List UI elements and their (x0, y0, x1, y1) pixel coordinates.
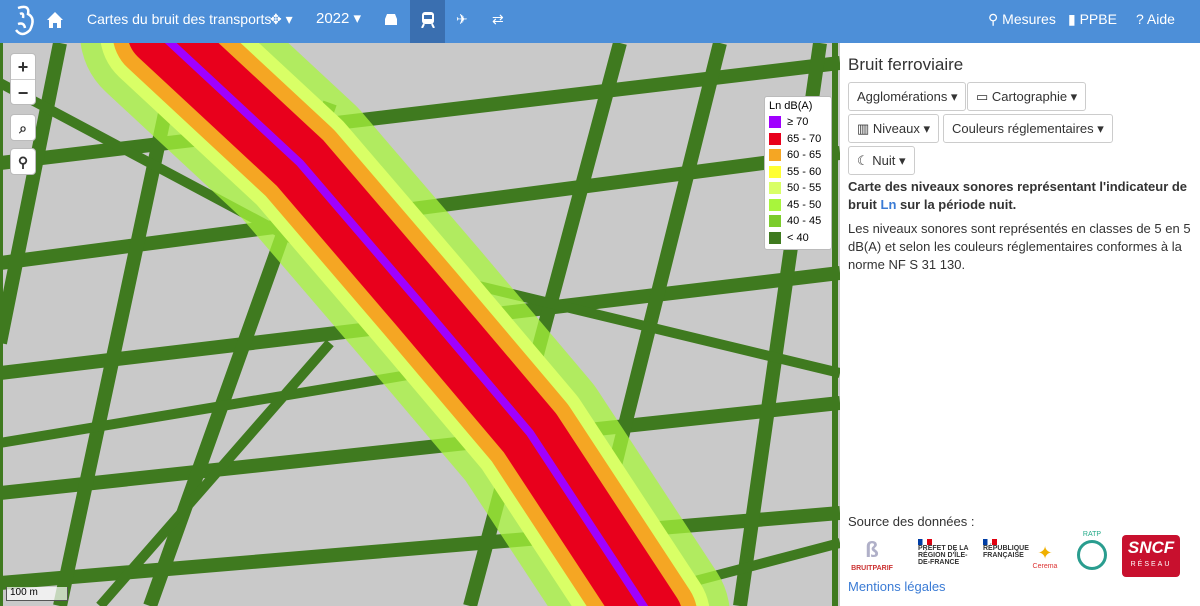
logo-mark: ✦ (1037, 543, 1053, 563)
legend-item: 50 - 55 (769, 180, 827, 197)
lead-text: Carte des niveaux sonores représentant l… (848, 178, 1196, 214)
legend-swatch (769, 165, 781, 178)
nav-title[interactable]: Cartes du bruit des transports (87, 11, 272, 27)
nav-link-text: PPBE (1079, 11, 1117, 27)
legend-item: 45 - 50 (769, 197, 827, 214)
multi-icon[interactable]: ⇄ (492, 11, 504, 27)
dropdown[interactable]: ▥ Niveaux ▾ (848, 114, 940, 143)
navbar: Cartes du bruit des transports ✥ ▾ 2022 … (0, 0, 1200, 43)
air-icon[interactable]: ✈ (456, 11, 468, 27)
legend-swatch (769, 182, 781, 195)
button-text: Nuit (872, 153, 896, 168)
nav-link[interactable]: ? Aide (1136, 11, 1175, 27)
legend-item: 65 - 70 (769, 131, 827, 148)
button-text: Agglomérations (857, 89, 948, 104)
legend-item: 60 - 65 (769, 147, 827, 164)
legend-swatch (769, 132, 781, 145)
legend-swatch (769, 231, 781, 244)
logo-bruitparif[interactable]: ß BRUITPARIF (850, 535, 894, 572)
legend-item: < 40 (769, 230, 827, 247)
logo-sncf[interactable]: SNCF RÉSEAU (1122, 535, 1180, 577)
logo-text: Cerema (1032, 563, 1058, 570)
lead-part: sur la période nuit. (896, 197, 1017, 212)
legend-label: < 40 (787, 231, 809, 244)
logo-mark: ß (865, 537, 879, 562)
map[interactable]: + − ⌕ ⚲ Ln dB(A) ≥ 70 65 - 70 60 - 65 55 - … (0, 43, 840, 606)
layers-menu[interactable]: ✥ ▾ (270, 11, 293, 27)
legend-label: 65 - 70 (787, 132, 822, 145)
nav-link[interactable]: ⚲ Mesures (988, 11, 1056, 27)
zoom-in[interactable]: + (11, 54, 35, 80)
map-canvas (0, 43, 840, 606)
description: Les niveaux sonores sont représentés en … (848, 221, 1191, 272)
legend-item: 55 - 60 (769, 164, 827, 181)
logo-mark (1077, 540, 1107, 570)
legend-swatch (769, 198, 781, 211)
legend-label: 50 - 55 (787, 182, 822, 195)
legend-swatch (769, 116, 781, 129)
legal-link[interactable]: Mentions légales (848, 579, 946, 594)
dropdown[interactable]: ▭ Cartographie ▾ (967, 82, 1087, 111)
logo-text: BRUITPARIF (851, 565, 893, 572)
scale-bar: 100 m (6, 587, 68, 601)
button-text: Couleurs réglementaires (952, 121, 1094, 136)
logo-republique[interactable]: RÉPUBLIQUE FRANÇAISE (983, 539, 1029, 559)
flag (983, 539, 997, 545)
year-menu[interactable]: 2022 ▾ (316, 10, 362, 27)
legend-label: ≥ 70 (787, 116, 809, 129)
zoom-control: + − (10, 53, 36, 105)
rail-tab[interactable] (410, 0, 445, 43)
logo-text: RÉSEAU (1130, 561, 1172, 568)
home-icon[interactable] (46, 11, 64, 29)
button-text: Cartographie (991, 89, 1068, 104)
zoom-out[interactable]: − (17, 83, 29, 103)
panel-title: Bruit ferroviaire (848, 55, 964, 74)
locate-button[interactable]: ⚲ (10, 148, 36, 175)
nav-link-text: Aide (1146, 11, 1175, 27)
logo-prefet[interactable]: PRÉFET DE LA RÉGION D'ÎLE-DE-FRANCE (918, 539, 970, 566)
logo-ratp[interactable]: RATP (1074, 531, 1110, 572)
legend-swatch (769, 149, 781, 162)
search-button[interactable]: ⌕ (10, 114, 36, 141)
legend-swatch (769, 215, 781, 228)
legend-label: 60 - 65 (787, 149, 822, 162)
dropdown[interactable]: Agglomérations ▾ (848, 82, 967, 111)
legend-rows: ≥ 70 65 - 70 60 - 65 55 - 60 50 - 55 45 - 50 4… (769, 114, 827, 246)
legend-item: 40 - 45 (769, 213, 827, 230)
flag (918, 539, 932, 545)
button-text: Niveaux (872, 121, 920, 136)
legend-label: 45 - 50 (787, 198, 822, 211)
dropdown[interactable]: Couleurs réglementaires ▾ (943, 114, 1113, 143)
rail-noise-band (81, 43, 729, 606)
lead-part: Carte des niveaux sonores représentant l… (848, 179, 1188, 212)
legend-label: 55 - 60 (787, 165, 822, 178)
nav-link-text: Mesures (1002, 11, 1056, 27)
nav-link[interactable]: ▮ PPBE (1068, 11, 1117, 27)
app-logo[interactable] (10, 4, 38, 38)
logo-text: RÉPUBLIQUE FRANÇAISE (983, 545, 1029, 559)
logo-text: RATP (1082, 531, 1102, 538)
logo-text: PRÉFET DE LA RÉGION D'ÎLE-DE-FRANCE (918, 545, 969, 566)
year: 2022 (316, 10, 350, 27)
rail-icon (421, 12, 435, 28)
legend: Ln dB(A) ≥ 70 65 - 70 60 - 65 55 - 60 50 - 5… (764, 96, 832, 250)
source-label: Source des données : (848, 514, 975, 529)
road-icon[interactable] (383, 13, 399, 27)
legend-title: Ln dB(A) (769, 100, 813, 112)
dropdown[interactable]: ☾ Nuit ▾ (848, 146, 915, 175)
side-panel: Bruit ferroviaire Agglomérations ▾ ▭ Car… (840, 43, 1200, 606)
logo-text: SNCF (1127, 538, 1175, 557)
logo-cerema[interactable]: ✦ Cerema (1030, 543, 1060, 570)
lead-link[interactable]: Ln (880, 197, 897, 212)
legend-item: ≥ 70 (769, 114, 827, 131)
legend-label: 40 - 45 (787, 215, 822, 228)
